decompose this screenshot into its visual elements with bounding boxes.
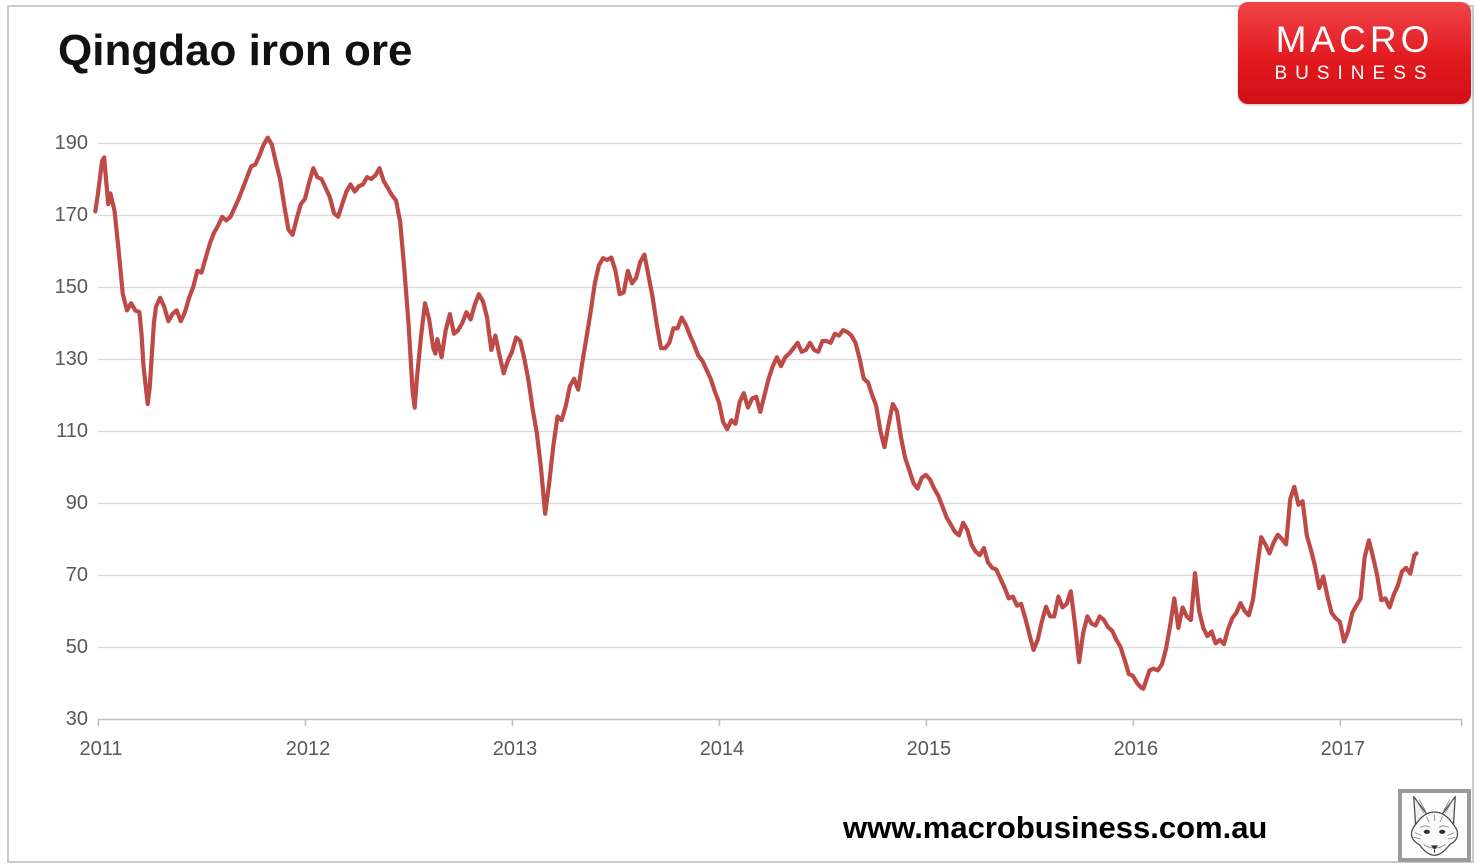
fox-logo — [1398, 789, 1471, 862]
y-axis-label: 50 — [65, 636, 88, 658]
y-axis-label: 70 — [65, 564, 88, 586]
y-axis-label: 190 — [54, 132, 88, 154]
x-axis-label: 2015 — [906, 738, 952, 760]
website-url[interactable]: www.macrobusiness.com.au — [843, 810, 1268, 845]
x-axis-label: 2017 — [1320, 738, 1366, 760]
y-axis-label: 110 — [56, 420, 88, 442]
y-axis-label: 90 — [65, 492, 88, 514]
x-axis-label: 2013 — [492, 738, 538, 760]
x-axis-label: 2011 — [79, 738, 123, 760]
fox-sketch-icon — [1410, 795, 1459, 856]
y-axis-label: 170 — [54, 204, 88, 226]
chart-title: Qingdao iron ore — [58, 26, 413, 75]
x-axis-label: 2016 — [1113, 738, 1159, 760]
x-axis-label: 2012 — [285, 738, 331, 760]
macrobusiness-logo[interactable]: MACRO BUSINESS — [1238, 2, 1471, 104]
price-series-line — [93, 135, 1419, 691]
logo-text-business: BUSINESS — [1274, 62, 1435, 84]
y-axis-label: 130 — [54, 348, 88, 370]
y-axis-label: 150 — [54, 276, 88, 298]
y-axis-label: 30 — [65, 708, 88, 730]
logo-text-macro: MACRO — [1275, 19, 1434, 61]
x-axis-label: 2014 — [699, 738, 745, 760]
